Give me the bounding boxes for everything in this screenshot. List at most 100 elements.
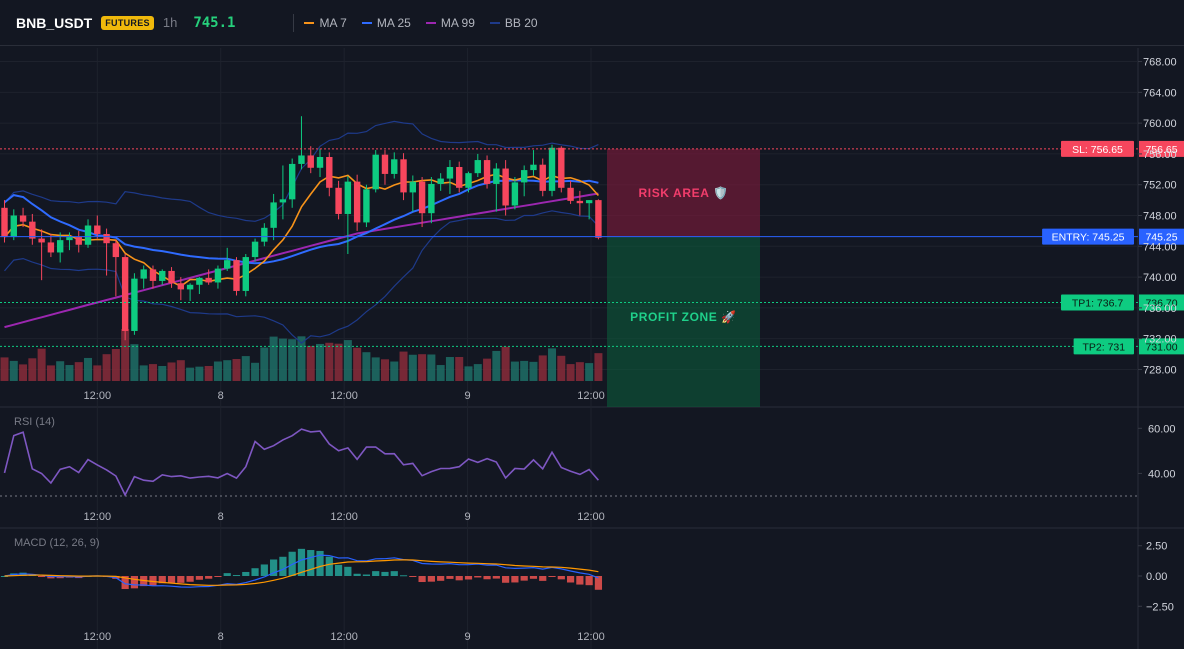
- candle-body[interactable]: [131, 278, 138, 331]
- x-tick-label: 8: [218, 390, 224, 402]
- legend-ma99[interactable]: MA 99: [425, 16, 475, 30]
- candle-body[interactable]: [409, 181, 417, 193]
- candle-body[interactable]: [103, 233, 110, 244]
- level-tag-text-tp2: TP2: 731: [1082, 341, 1125, 353]
- timeframe-label[interactable]: 1h: [162, 15, 178, 30]
- candle-body[interactable]: [483, 160, 491, 184]
- candle-body[interactable]: [595, 200, 602, 238]
- candle-body[interactable]: [539, 164, 546, 191]
- candle-body[interactable]: [177, 283, 185, 290]
- candle-body[interactable]: [298, 155, 305, 164]
- legend-label-ma7: MA 7: [319, 15, 347, 30]
- volume-bar: [343, 340, 352, 381]
- candle-body[interactable]: [149, 269, 157, 281]
- candle-body[interactable]: [548, 147, 556, 191]
- candle-body[interactable]: [585, 200, 593, 204]
- level-tag-text-entry: ENTRY: 745.25: [1052, 232, 1125, 244]
- candle-body[interactable]: [121, 257, 129, 331]
- macd-histogram-bar: [195, 576, 203, 580]
- candle-body[interactable]: [140, 269, 147, 279]
- candle-body[interactable]: [400, 159, 407, 193]
- candle-body[interactable]: [56, 240, 64, 253]
- candle-body[interactable]: [270, 202, 277, 228]
- trading-chart[interactable]: RISK AREA 🛡️ PROFIT ZONE 🚀 SL: 756.65 756.…: [0, 46, 1184, 649]
- candle-body[interactable]: [10, 215, 17, 238]
- candle-body[interactable]: [465, 173, 472, 188]
- candle-body[interactable]: [196, 277, 203, 285]
- level-tag-tp2[interactable]: [1073, 338, 1134, 355]
- candle-body[interactable]: [493, 168, 500, 184]
- candle-body[interactable]: [502, 168, 509, 206]
- candle-body[interactable]: [316, 156, 324, 168]
- candle-body[interactable]: [224, 260, 231, 269]
- candle-body[interactable]: [558, 147, 565, 188]
- macd-histogram-bar: [520, 576, 528, 581]
- legend-bb20[interactable]: BB 20: [489, 16, 538, 30]
- volume-bar: [473, 364, 482, 381]
- candle-body[interactable]: [567, 187, 574, 201]
- candle-body[interactable]: [75, 237, 82, 245]
- candle-body[interactable]: [437, 178, 444, 184]
- candle-body[interactable]: [261, 227, 268, 242]
- rsi-pane[interactable]: RSI (14) 40.00 60.00: [0, 416, 1176, 497]
- candle-body[interactable]: [186, 284, 194, 290]
- candle-body[interactable]: [1, 207, 8, 238]
- volume-bar: [594, 353, 603, 381]
- candle-body[interactable]: [307, 155, 314, 168]
- price-levels[interactable]: SL: 756.65 756.65 ENTRY: 745.25 745.25 TP1: …: [0, 140, 1184, 355]
- candle-body[interactable]: [344, 181, 352, 214]
- candle-body[interactable]: [159, 270, 166, 281]
- candle-body[interactable]: [372, 154, 379, 190]
- candle-body[interactable]: [326, 156, 333, 188]
- level-tag-entry[interactable]: [1042, 228, 1134, 245]
- macd-pane[interactable]: MACD (12, 26, 9) −2.50 0.00 2.50: [0, 537, 1174, 613]
- candles[interactable]: [1, 116, 602, 341]
- x-tick-label: 9: [465, 390, 471, 402]
- candle-body[interactable]: [66, 237, 73, 241]
- legend-swatch-ma7: [304, 21, 315, 24]
- candle-body[interactable]: [520, 170, 528, 183]
- candle-body[interactable]: [279, 199, 287, 203]
- candle-body[interactable]: [214, 268, 222, 283]
- candle-body[interactable]: [112, 243, 120, 258]
- candle-body[interactable]: [391, 159, 398, 174]
- candle-body[interactable]: [251, 241, 259, 258]
- candle-body[interactable]: [242, 257, 249, 291]
- candle-body[interactable]: [47, 242, 55, 253]
- candle-body[interactable]: [168, 270, 175, 284]
- candle-body[interactable]: [233, 260, 240, 291]
- candle-body[interactable]: [474, 160, 481, 174]
- candle-body[interactable]: [335, 187, 342, 214]
- x-tick-label: 12:00: [84, 511, 112, 523]
- candle-body[interactable]: [205, 277, 212, 283]
- candle-body[interactable]: [94, 225, 101, 234]
- candle-body[interactable]: [353, 181, 361, 223]
- macd-histogram-bar: [297, 548, 306, 576]
- candle-body[interactable]: [38, 238, 45, 243]
- candle-body[interactable]: [530, 164, 537, 171]
- macd-histogram-bar: [307, 550, 315, 576]
- level-tag-sl[interactable]: [1061, 140, 1134, 157]
- y-tick-label: 752.00: [1143, 180, 1177, 192]
- candle-body[interactable]: [511, 182, 519, 206]
- volume-bar: [65, 365, 74, 381]
- candle-body[interactable]: [428, 183, 435, 214]
- candle-body[interactable]: [456, 167, 463, 188]
- macd-histogram-bar: [121, 576, 129, 590]
- candle-body[interactable]: [363, 189, 370, 223]
- candle-body[interactable]: [29, 221, 36, 239]
- legend-ma7[interactable]: MA 7: [304, 15, 347, 30]
- risk-area-zone: [607, 148, 760, 237]
- candle-body[interactable]: [446, 167, 454, 179]
- macd-histogram-bar: [205, 576, 213, 579]
- level-tag-tp1[interactable]: [1061, 294, 1134, 311]
- candle-body[interactable]: [84, 225, 92, 245]
- candle-body[interactable]: [19, 215, 27, 222]
- candle-body[interactable]: [418, 181, 426, 214]
- candle-body[interactable]: [288, 163, 296, 200]
- candle-body[interactable]: [576, 200, 584, 204]
- candle-body[interactable]: [381, 154, 389, 174]
- symbol-label[interactable]: BNB_USDT: [16, 14, 93, 31]
- legend-ma25[interactable]: MA 25: [361, 16, 411, 30]
- volume-bar: [158, 366, 167, 381]
